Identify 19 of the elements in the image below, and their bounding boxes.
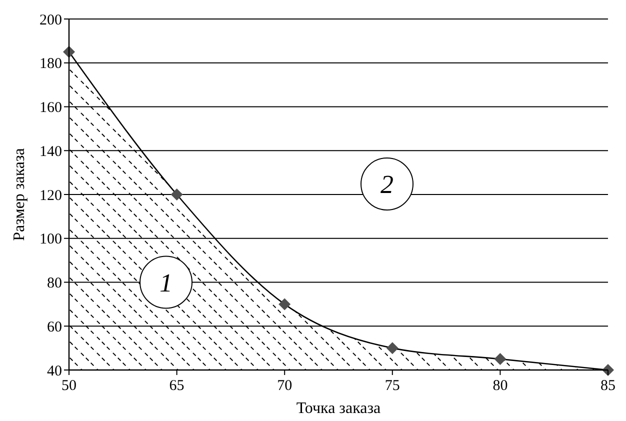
x-tick-label: 75 <box>384 378 400 394</box>
y-tick-label: 60 <box>47 319 62 336</box>
y-tick-label: 80 <box>47 276 62 292</box>
x-tick-label: 70 <box>277 378 292 394</box>
x-tick-label: 80 <box>492 378 508 394</box>
y-tick-label: 180 <box>40 56 62 72</box>
y-axis-title: Размер заказа <box>11 148 28 241</box>
y-tick-label: 40 <box>47 363 62 380</box>
y-tick-label: 100 <box>40 232 62 248</box>
x-tick-label: 65 <box>169 378 184 394</box>
x-axis-title: Точка заказа <box>296 400 381 417</box>
x-tick-label: 85 <box>600 378 616 394</box>
annotation: 2 <box>380 170 394 200</box>
annotation: 1 <box>160 268 173 298</box>
y-tick-label: 120 <box>40 188 62 204</box>
y-tick-label: 160 <box>40 100 62 116</box>
y-tick-label: 140 <box>40 144 62 160</box>
y-tick-label: 200 <box>40 12 62 28</box>
x-tick-label: 50 <box>62 378 76 394</box>
